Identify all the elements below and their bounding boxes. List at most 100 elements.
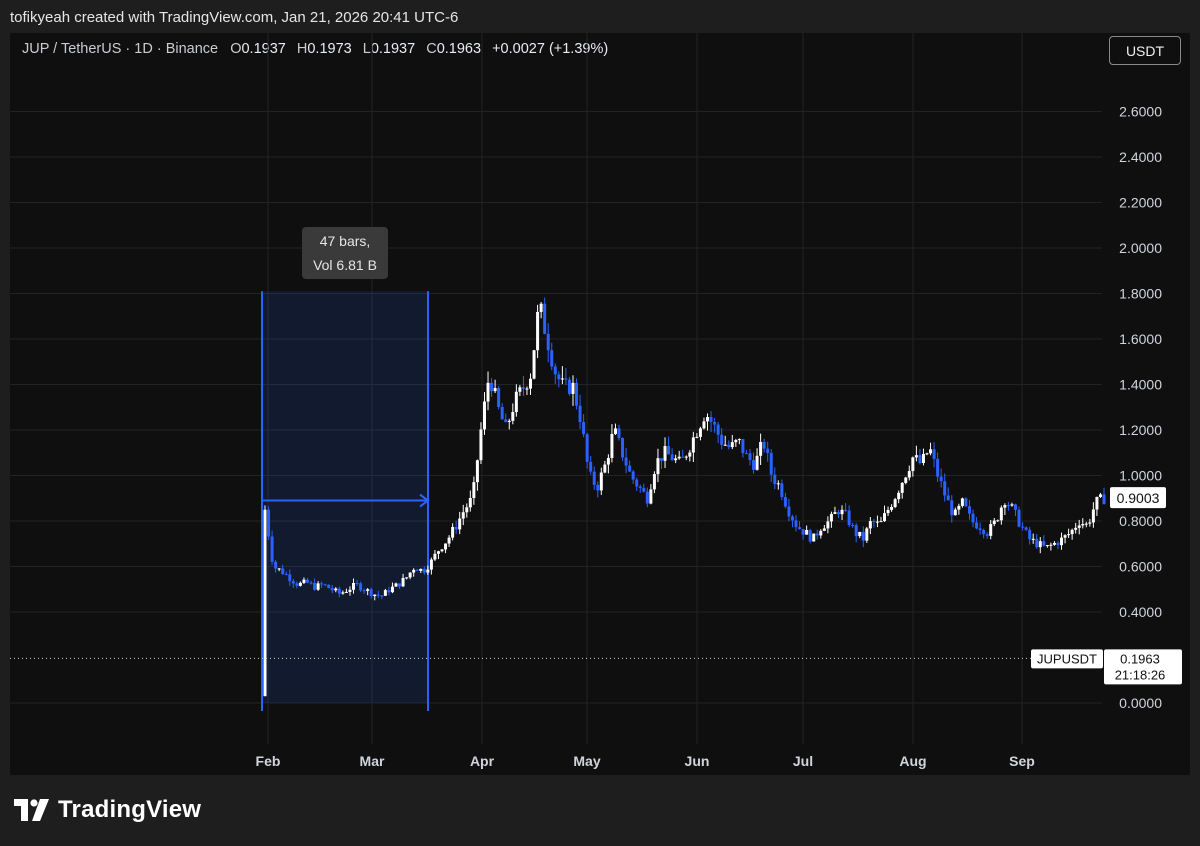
candle-body	[1084, 523, 1088, 525]
candle-body	[971, 513, 975, 523]
candle-body	[709, 416, 713, 422]
candle-body	[1045, 545, 1049, 547]
candle-body	[1028, 529, 1032, 540]
candle-body	[302, 579, 306, 583]
candle-body	[415, 569, 419, 571]
candle-body	[727, 444, 731, 448]
candle-body	[330, 588, 334, 591]
candle-body	[907, 471, 911, 478]
symbol-description[interactable]: JUP / TetherUS · 1D · Binance	[22, 41, 219, 57]
candle-body	[511, 412, 515, 421]
current-price-badge	[1104, 649, 1182, 685]
candle-body	[706, 416, 710, 422]
price-tick-label: 0.4000	[1119, 604, 1162, 620]
candle-body	[327, 584, 331, 589]
candle-body	[482, 401, 486, 430]
symbol-badge-text: JUPUSDT	[1037, 651, 1097, 666]
price-tick-label: 1.2000	[1119, 422, 1162, 438]
candle-body	[504, 419, 508, 422]
candle-body	[734, 440, 738, 443]
measure-arrow	[419, 493, 430, 508]
candle-body	[674, 458, 678, 461]
candle-body	[316, 583, 320, 590]
candle-body	[723, 444, 727, 446]
candle-body	[1010, 504, 1014, 506]
candle-body	[829, 513, 833, 522]
candle-body	[366, 589, 370, 591]
candle-body	[964, 498, 968, 507]
candle-body	[769, 452, 773, 475]
time-tick-label: Apr	[470, 753, 495, 769]
candle-body	[936, 458, 940, 477]
candle-body	[387, 590, 391, 593]
candle-body	[1067, 534, 1071, 536]
measure-tooltip	[302, 227, 388, 279]
candle-body	[681, 456, 685, 458]
candle-body	[967, 506, 971, 514]
candle-body	[390, 586, 394, 593]
tradingview-logo[interactable]: TradingView	[14, 796, 201, 824]
candle-body	[667, 446, 671, 455]
candle-body	[621, 437, 625, 458]
candle-body	[794, 520, 798, 528]
candle-body	[536, 311, 540, 351]
brand-name: TradingView	[58, 796, 202, 823]
candle-body	[960, 498, 964, 506]
candle-body	[812, 533, 816, 542]
candle-body	[539, 303, 543, 312]
candle-body	[603, 464, 607, 473]
candle-body	[921, 453, 925, 464]
currency-button[interactable]: USDT	[1109, 36, 1181, 65]
candle-body	[890, 506, 894, 510]
candle-body	[398, 583, 402, 587]
open-label: O	[230, 41, 242, 57]
candle-body	[1052, 542, 1056, 545]
candle-body	[543, 303, 547, 334]
candle-body	[341, 592, 345, 594]
candle-body	[589, 461, 593, 472]
candle-body	[451, 527, 455, 538]
last-price-label: 0.9003	[1117, 490, 1160, 506]
time-tick-label: Feb	[256, 753, 281, 769]
price-tick-label: 1.8000	[1119, 286, 1162, 302]
candle-body	[635, 479, 639, 487]
candle-body	[288, 574, 292, 582]
candle-body	[844, 509, 848, 511]
candle-body	[762, 441, 766, 449]
candle-body	[649, 489, 653, 504]
tradingview-logo-icon	[14, 799, 49, 821]
candle-body	[376, 594, 380, 596]
candle-body	[380, 595, 384, 597]
candle-body	[553, 366, 557, 375]
candle-body	[1038, 541, 1042, 548]
candle-body	[659, 458, 663, 461]
candle-body	[989, 524, 993, 536]
candle-body	[1070, 529, 1074, 535]
grid-lines	[10, 33, 1102, 744]
candle-body	[560, 378, 564, 380]
time-tick-label: Mar	[360, 753, 385, 769]
time-tick-label: May	[573, 753, 600, 769]
candle-body	[263, 509, 267, 697]
candle-body	[720, 434, 724, 445]
candle-body	[1102, 494, 1106, 505]
close-label: C	[426, 41, 437, 57]
candle-body	[1035, 538, 1039, 548]
candle-body	[865, 528, 869, 541]
candle-body	[313, 582, 317, 590]
candle-body	[688, 452, 692, 457]
candle-body	[567, 379, 571, 394]
time-tick-label: Sep	[1009, 753, 1035, 769]
candle-body	[465, 507, 469, 513]
candle-body	[323, 584, 327, 586]
candle-body	[904, 477, 908, 483]
candle-body	[1074, 527, 1078, 530]
candle-body	[500, 407, 504, 420]
candle-body	[914, 455, 918, 458]
candle-body	[507, 420, 511, 422]
close-value: 0.1963	[436, 41, 482, 57]
candle-body	[833, 512, 837, 514]
candle-body	[656, 458, 660, 475]
